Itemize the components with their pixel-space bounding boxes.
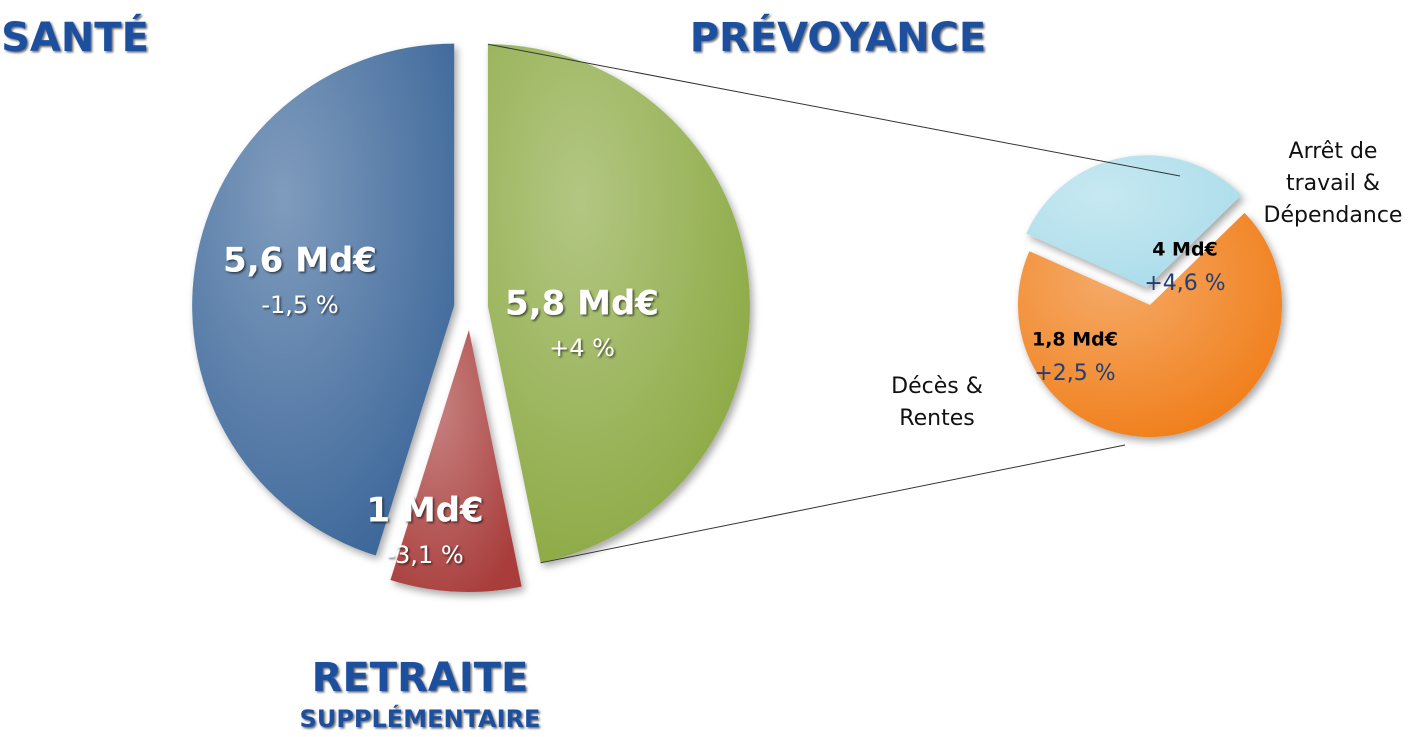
slice-shine — [1018, 212, 1283, 437]
change-label: +2,5 % — [1034, 361, 1115, 386]
change-label: +4,6 % — [1144, 271, 1225, 296]
category-title: SANTÉ — [1, 13, 149, 61]
change-label: -3,1 % — [386, 541, 463, 569]
category-label: Décès & — [891, 374, 983, 399]
slice-shine — [390, 329, 522, 592]
value-label: 1 Md€ — [366, 491, 483, 531]
change-label: +4 % — [549, 334, 615, 362]
category-label: Dépendance — [1264, 203, 1403, 228]
value-label: 5,8 Md€ — [505, 284, 659, 324]
value-label: 1,8 Md€ — [1032, 329, 1118, 351]
category-title: RETRAITE — [312, 655, 529, 701]
slice-shine — [192, 43, 455, 556]
category-label: Rentes — [899, 406, 974, 431]
connector — [540, 444, 1126, 564]
connector — [487, 43, 1181, 177]
value-label: 4 Md€ — [1152, 239, 1218, 261]
slice-shine — [1026, 155, 1242, 288]
category-label: Arrêt de — [1289, 139, 1378, 164]
value-label: 5,6 Md€ — [223, 241, 377, 281]
category-title: SUPPLÉMENTAIRE — [300, 704, 541, 733]
change-label: -1,5 % — [261, 291, 338, 319]
slice-shine — [487, 44, 750, 563]
category-label: travail & — [1286, 171, 1380, 196]
category-title: PRÉVOYANCE — [690, 13, 987, 61]
